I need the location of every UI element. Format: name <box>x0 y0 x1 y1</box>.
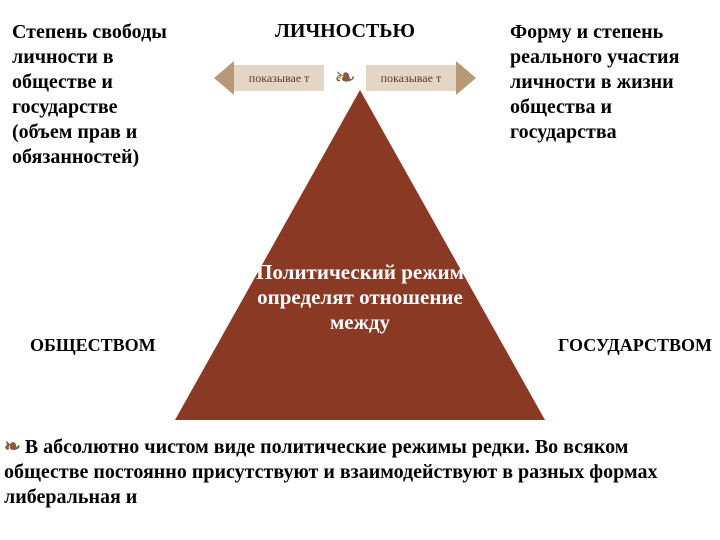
link-icon: ❧ <box>4 436 21 458</box>
bottom-row: ОБЩЕСТВОМ ГОСУДАРСТВОМ <box>0 335 720 356</box>
triangle-shape <box>175 90 545 420</box>
bottom-right-label: ГОСУДАРСТВОМ <box>558 335 712 356</box>
center-column: ЛИЧНОСТЬЮ показывае т ❧ показывае т <box>180 20 510 95</box>
top-vertex-label: ЛИЧНОСТЬЮ <box>180 20 510 43</box>
triangle-caption: Политический режим определят отношение м… <box>230 260 490 336</box>
left-description: Степень свободы личности в обществе и го… <box>0 20 180 170</box>
arrow-left-body: показывае т <box>234 65 324 91</box>
footer-paragraph: ❧В абсолютно чистом виде политические ре… <box>4 435 716 510</box>
bottom-left-label: ОБЩЕСТВОМ <box>30 335 156 356</box>
footer-text-content: В абсолютно чистом виде политические реж… <box>4 436 657 508</box>
arrow-right-label: показывае т <box>381 71 442 86</box>
flourish-icon: ❧ <box>334 63 356 93</box>
arrow-right-body: показывае т <box>366 65 456 91</box>
arrow-left-label: показывае т <box>249 71 310 86</box>
